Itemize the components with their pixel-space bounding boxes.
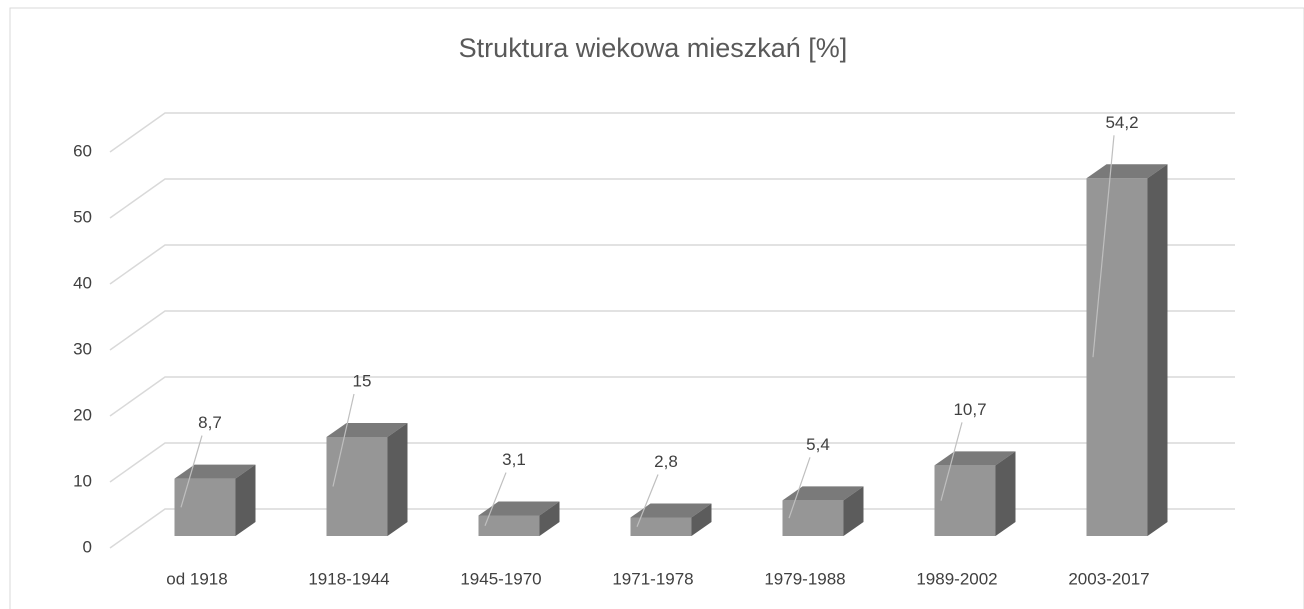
bar-front [630, 517, 692, 536]
leader-line [332, 393, 355, 487]
leader-line [788, 457, 811, 519]
grid-line [109, 244, 1235, 285]
data-label: 5,4 [806, 435, 830, 454]
y-tick-label: 10 [73, 471, 92, 490]
y-tick-label: 40 [73, 273, 92, 292]
x-tick-label: 1945-1970 [460, 569, 541, 588]
x-tick-label: 1918-1944 [308, 569, 389, 588]
grid-line [109, 178, 1235, 219]
y-tick-label: 60 [73, 141, 92, 160]
chart-title: Struktura wiekowa mieszkań [%] [459, 33, 848, 63]
bar-side [691, 503, 712, 536]
data-label: 54,2 [1105, 113, 1138, 132]
bar-front [1086, 178, 1148, 536]
data-label: 2,8 [654, 452, 678, 471]
leader-line [1092, 135, 1115, 358]
bar-side [843, 486, 864, 536]
leader-line [940, 422, 963, 501]
bar-front [782, 500, 844, 536]
y-tick-label: 20 [73, 405, 92, 424]
y-tick-label: 0 [83, 537, 92, 556]
x-tick-label: 1989-2002 [916, 569, 997, 588]
grid-line [109, 376, 1235, 417]
grid-line [109, 508, 1235, 549]
bar-top [478, 501, 560, 516]
bar [326, 423, 408, 536]
bar-top [1086, 164, 1168, 179]
data-label: 15 [353, 371, 372, 390]
bar-top [782, 486, 864, 501]
bar [1086, 164, 1168, 536]
bar [934, 451, 1016, 536]
bar-front [326, 437, 388, 536]
grid-line [109, 310, 1235, 351]
bar [478, 501, 560, 536]
bar [174, 464, 256, 536]
y-tick-label: 50 [73, 207, 92, 226]
leader-line [484, 472, 507, 526]
bar-side [539, 501, 560, 536]
bar-side [387, 423, 408, 536]
y-tick-label: 30 [73, 339, 92, 358]
bar [630, 503, 712, 536]
bar-front [174, 478, 236, 536]
bar-top [630, 503, 712, 518]
bar-side [1147, 164, 1168, 536]
leader-line [180, 435, 203, 508]
x-tick-label: od 1918 [166, 569, 227, 588]
bar-side [995, 451, 1016, 536]
bar-top [934, 451, 1016, 466]
data-label: 10,7 [953, 400, 986, 419]
data-label: 3,1 [502, 450, 526, 469]
x-tick-label: 1971-1978 [612, 569, 693, 588]
bar-front [478, 515, 540, 536]
grid-line [109, 112, 1235, 153]
data-label: 8,7 [198, 413, 222, 432]
bar-front [934, 465, 996, 536]
grid-line [109, 442, 1235, 483]
bar [782, 486, 864, 536]
bar-top [174, 464, 256, 479]
leader-line [636, 474, 659, 527]
bar-side [235, 464, 256, 536]
x-tick-label: 2003-2017 [1068, 569, 1149, 588]
x-tick-label: 1979-1988 [764, 569, 845, 588]
